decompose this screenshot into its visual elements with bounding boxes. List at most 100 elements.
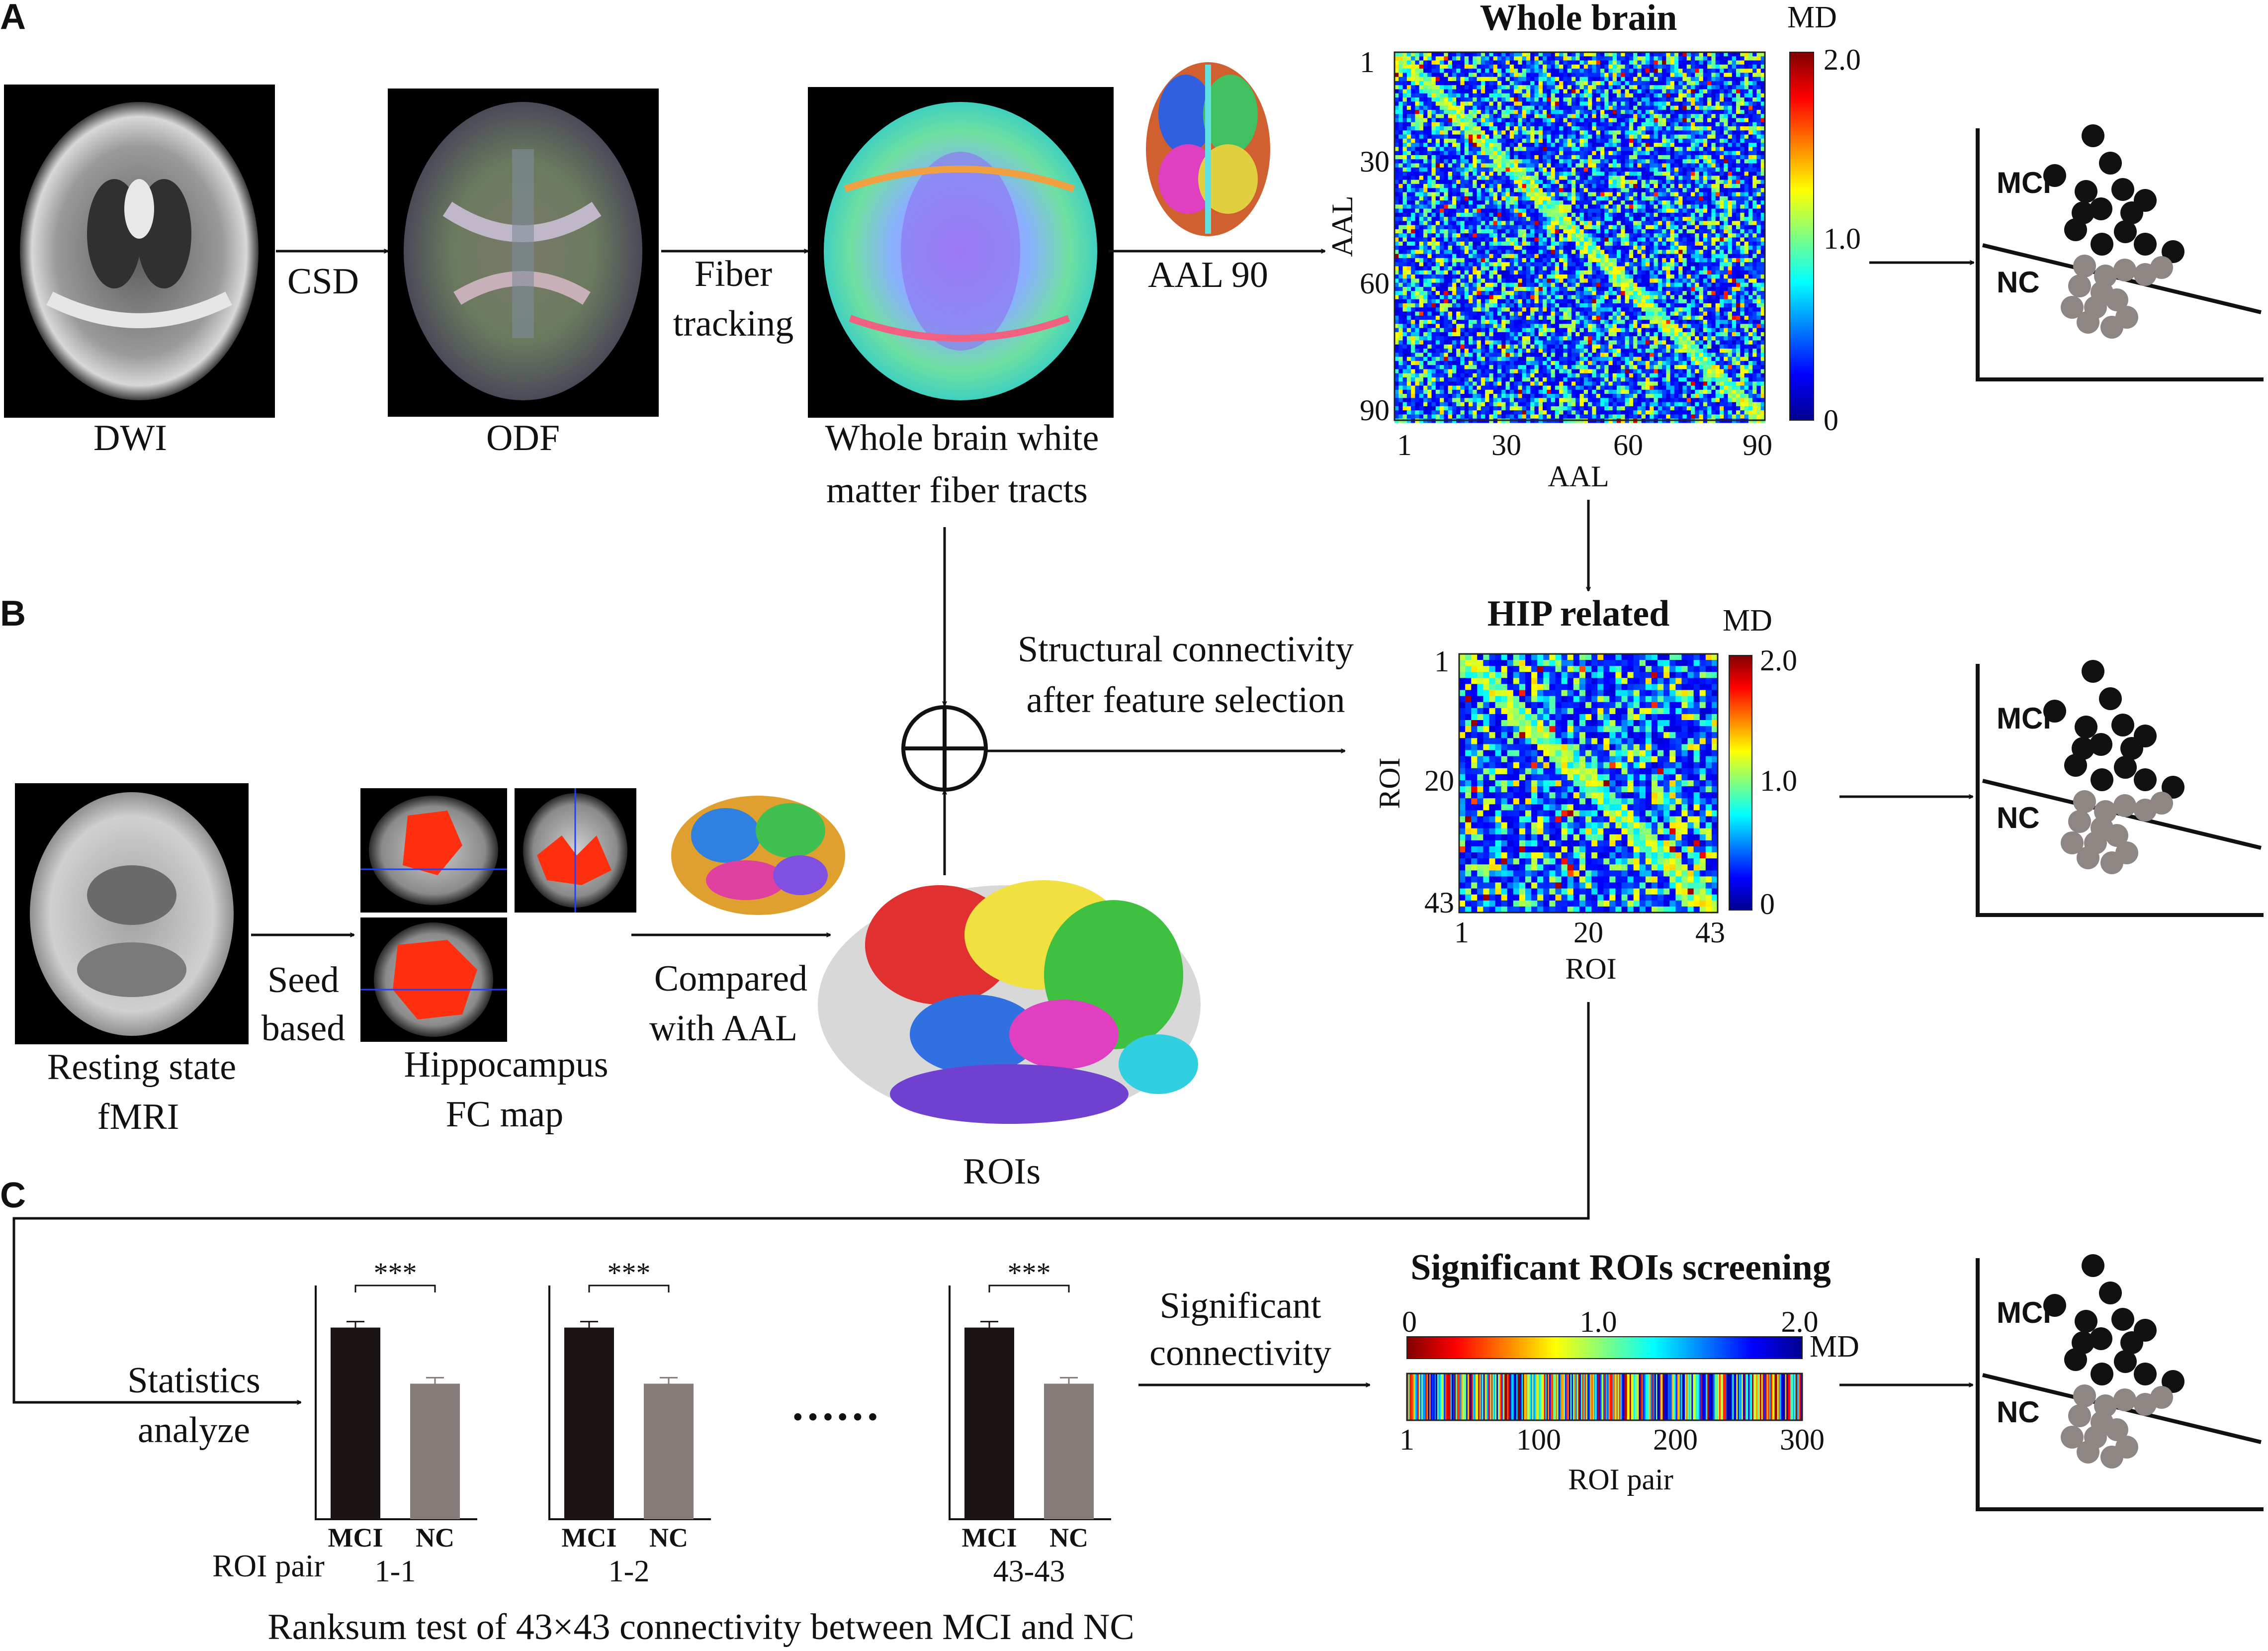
matrix-cell: [1596, 81, 1601, 86]
matrix-cell: [1538, 196, 1543, 201]
matrix-cell: [1485, 172, 1489, 176]
matrix-cell: [1724, 266, 1729, 271]
matrix-cell: [1563, 89, 1568, 94]
matrix-cell: [1637, 118, 1642, 123]
matrix-cell: [1559, 241, 1564, 246]
matrix-cell: [1588, 266, 1592, 271]
matrix-cell: [1637, 85, 1642, 90]
matrix-cell: [1633, 225, 1638, 230]
matrix-cell: [1456, 52, 1461, 57]
matrix-cell: [1440, 134, 1444, 139]
matrix-cell: [1670, 196, 1675, 201]
matrix-cell: [1563, 258, 1568, 263]
matrix-cell: [1419, 138, 1424, 143]
matrix-cell: [1522, 77, 1527, 82]
matrix-cell: [1469, 163, 1473, 168]
matrix-cell: [1670, 81, 1675, 86]
matrix-cell: [1654, 250, 1658, 255]
matrix-cell: [1682, 73, 1687, 78]
matrix-cell: [1707, 262, 1712, 267]
matrix-cell: [1559, 225, 1564, 230]
matrix-cell: [1579, 69, 1584, 73]
matrix-cell: [1711, 275, 1716, 279]
matrix-cell: [1633, 130, 1638, 135]
matrix-cell: [1406, 114, 1411, 119]
matrix-cell: [1547, 270, 1552, 275]
matrix-cell: [1530, 109, 1535, 114]
matrix-cell: [1534, 52, 1539, 57]
matrix-cell: [1691, 266, 1695, 271]
matrix-cell: [1543, 122, 1547, 127]
matrix-cell: [1473, 64, 1478, 69]
matrix-cell: [1493, 81, 1498, 86]
matrix-cell: [1559, 118, 1564, 123]
matrix-cell: [1596, 225, 1601, 230]
matrix-cell: [1662, 155, 1666, 160]
matrix-cell: [1715, 60, 1720, 65]
matrix-cell: [1662, 126, 1666, 131]
matrix-cell: [1551, 221, 1556, 226]
matrix-cell: [1419, 241, 1424, 246]
matrix-cell: [1728, 93, 1733, 98]
matrix-cell: [1530, 138, 1535, 143]
matrix-cell: [1695, 73, 1700, 78]
matrix-cell: [1740, 229, 1745, 234]
matrix-cell: [1608, 89, 1613, 94]
matrix-cell: [1526, 159, 1531, 164]
matrix-cell: [1686, 81, 1691, 86]
matrix-cell: [1559, 262, 1564, 267]
matrix-cell: [1583, 229, 1588, 234]
matrix-cell: [1600, 233, 1605, 238]
matrix-cell: [1695, 204, 1700, 209]
matrix-cell: [1657, 229, 1662, 234]
matrix-cell: [1703, 81, 1708, 86]
matrix-cell: [1686, 163, 1691, 168]
matrix-cell: [1563, 266, 1568, 271]
matrix-cell: [1670, 250, 1675, 255]
matrix-cell: [1505, 262, 1510, 267]
matrix-cell: [1645, 60, 1650, 65]
matrix-cell: [1559, 114, 1564, 119]
matrix-cell: [1473, 81, 1478, 86]
matrix-cell: [1398, 192, 1403, 197]
matrix-cell: [1625, 196, 1630, 201]
matrix-cell: [1600, 208, 1605, 213]
matrix-cell: [1538, 138, 1543, 143]
matrix-cell: [1612, 208, 1617, 213]
matrix-cell: [1719, 134, 1724, 139]
matrix-cell: [1464, 229, 1469, 234]
matrix-cell: [1621, 101, 1626, 106]
matrix-cell: [1481, 172, 1485, 176]
matrix-cell: [1592, 180, 1597, 184]
matrix-cell: [1645, 130, 1650, 135]
matrix-cell: [1444, 221, 1449, 226]
matrix-cell: [1588, 250, 1592, 255]
matrix-cell: [1489, 147, 1494, 152]
matrix-cell: [1497, 64, 1502, 69]
matrix-cell: [1444, 262, 1449, 267]
matrix-cell: [1427, 109, 1432, 114]
matrix-cell: [1415, 126, 1420, 131]
matrix-cell: [1575, 122, 1580, 127]
matrix-cell: [1654, 73, 1658, 78]
matrix-cell: [1505, 237, 1510, 242]
matrix-cell: [1645, 143, 1650, 147]
matrix-cell: [1657, 93, 1662, 98]
matrix-cell: [1724, 208, 1729, 213]
matrix-cell: [1456, 241, 1461, 246]
matrix-cell: [1625, 138, 1630, 143]
matrix-cell: [1489, 167, 1494, 172]
matrix-cell: [1473, 196, 1478, 201]
matrix-cell: [1402, 105, 1407, 110]
matrix-cell: [1547, 97, 1552, 102]
matrix-cell: [1715, 85, 1720, 90]
matrix-cell: [1724, 151, 1729, 156]
matrix-cell: [1477, 212, 1482, 217]
matrix-cell: [1485, 105, 1489, 110]
matrix-cell: [1740, 250, 1745, 255]
matrix-cell: [1666, 275, 1671, 279]
matrix-cell: [1686, 118, 1691, 123]
matrix-cell: [1538, 221, 1543, 226]
matrix-cell: [1402, 172, 1407, 176]
matrix-cell: [1645, 109, 1650, 114]
